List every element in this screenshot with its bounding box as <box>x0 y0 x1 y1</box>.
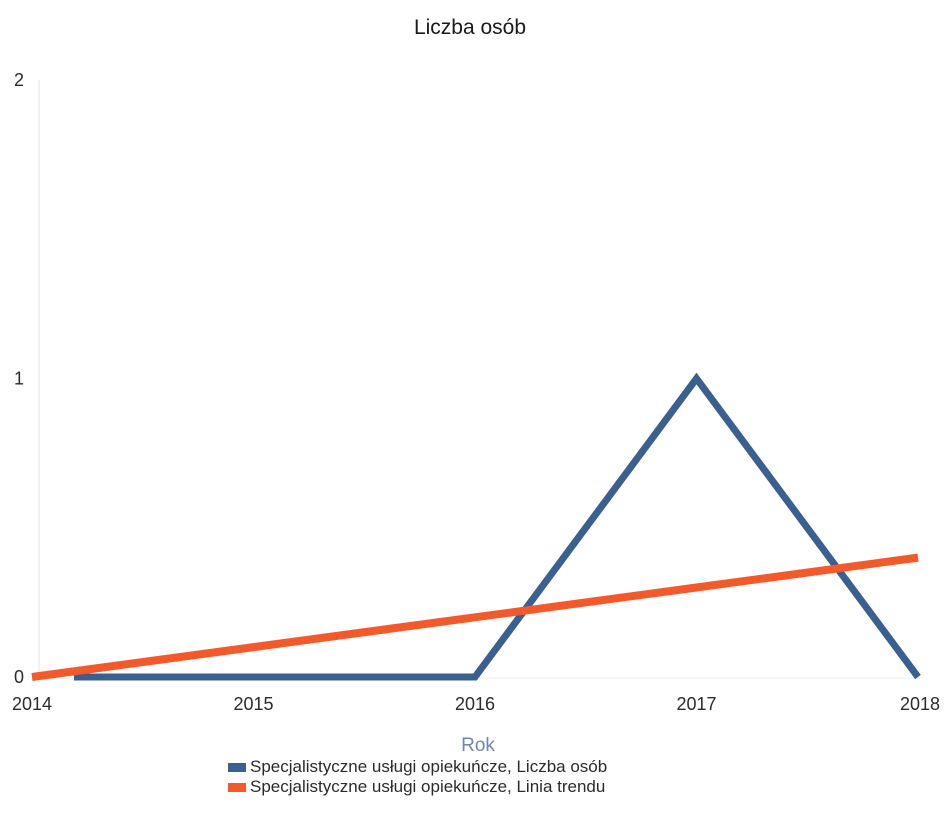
series-line-count <box>74 372 921 681</box>
y-tick-label: 2 <box>14 70 24 90</box>
legend-item-count[interactable]: Specjalistyczne usługi opiekuńcze, Liczb… <box>228 757 607 777</box>
legend-label-trend: Specjalistyczne usługi opiekuńcze, Linia… <box>250 777 606 796</box>
x-axis-label: Rok <box>461 735 495 756</box>
legend: Specjalistyczne usługi opiekuńcze, Liczb… <box>228 757 607 797</box>
series-layer <box>31 372 921 681</box>
x-tick-label: 2017 <box>676 694 716 714</box>
legend-item-trend[interactable]: Specjalistyczne usługi opiekuńcze, Linia… <box>228 777 607 797</box>
x-tick-label: 2015 <box>233 694 273 714</box>
y-tick-label: 0 <box>14 667 24 687</box>
chart-title: Liczba osób <box>414 16 526 39</box>
series-line-trend <box>31 553 919 681</box>
y-tick-label: 1 <box>14 369 24 389</box>
y-axis <box>32 80 918 679</box>
x-tick-labels: 2014 2015 2016 2017 2018 <box>12 694 940 714</box>
legend-swatch-count <box>228 762 246 772</box>
x-tick-label: 2018 <box>900 694 940 714</box>
y-tick-labels: 0 1 2 <box>14 70 24 687</box>
legend-swatch-trend <box>228 782 246 792</box>
legend-label-count: Specjalistyczne usługi opiekuńcze, Liczb… <box>250 757 608 776</box>
x-tick-label: 2014 <box>12 694 52 714</box>
x-tick-label: 2016 <box>455 694 495 714</box>
